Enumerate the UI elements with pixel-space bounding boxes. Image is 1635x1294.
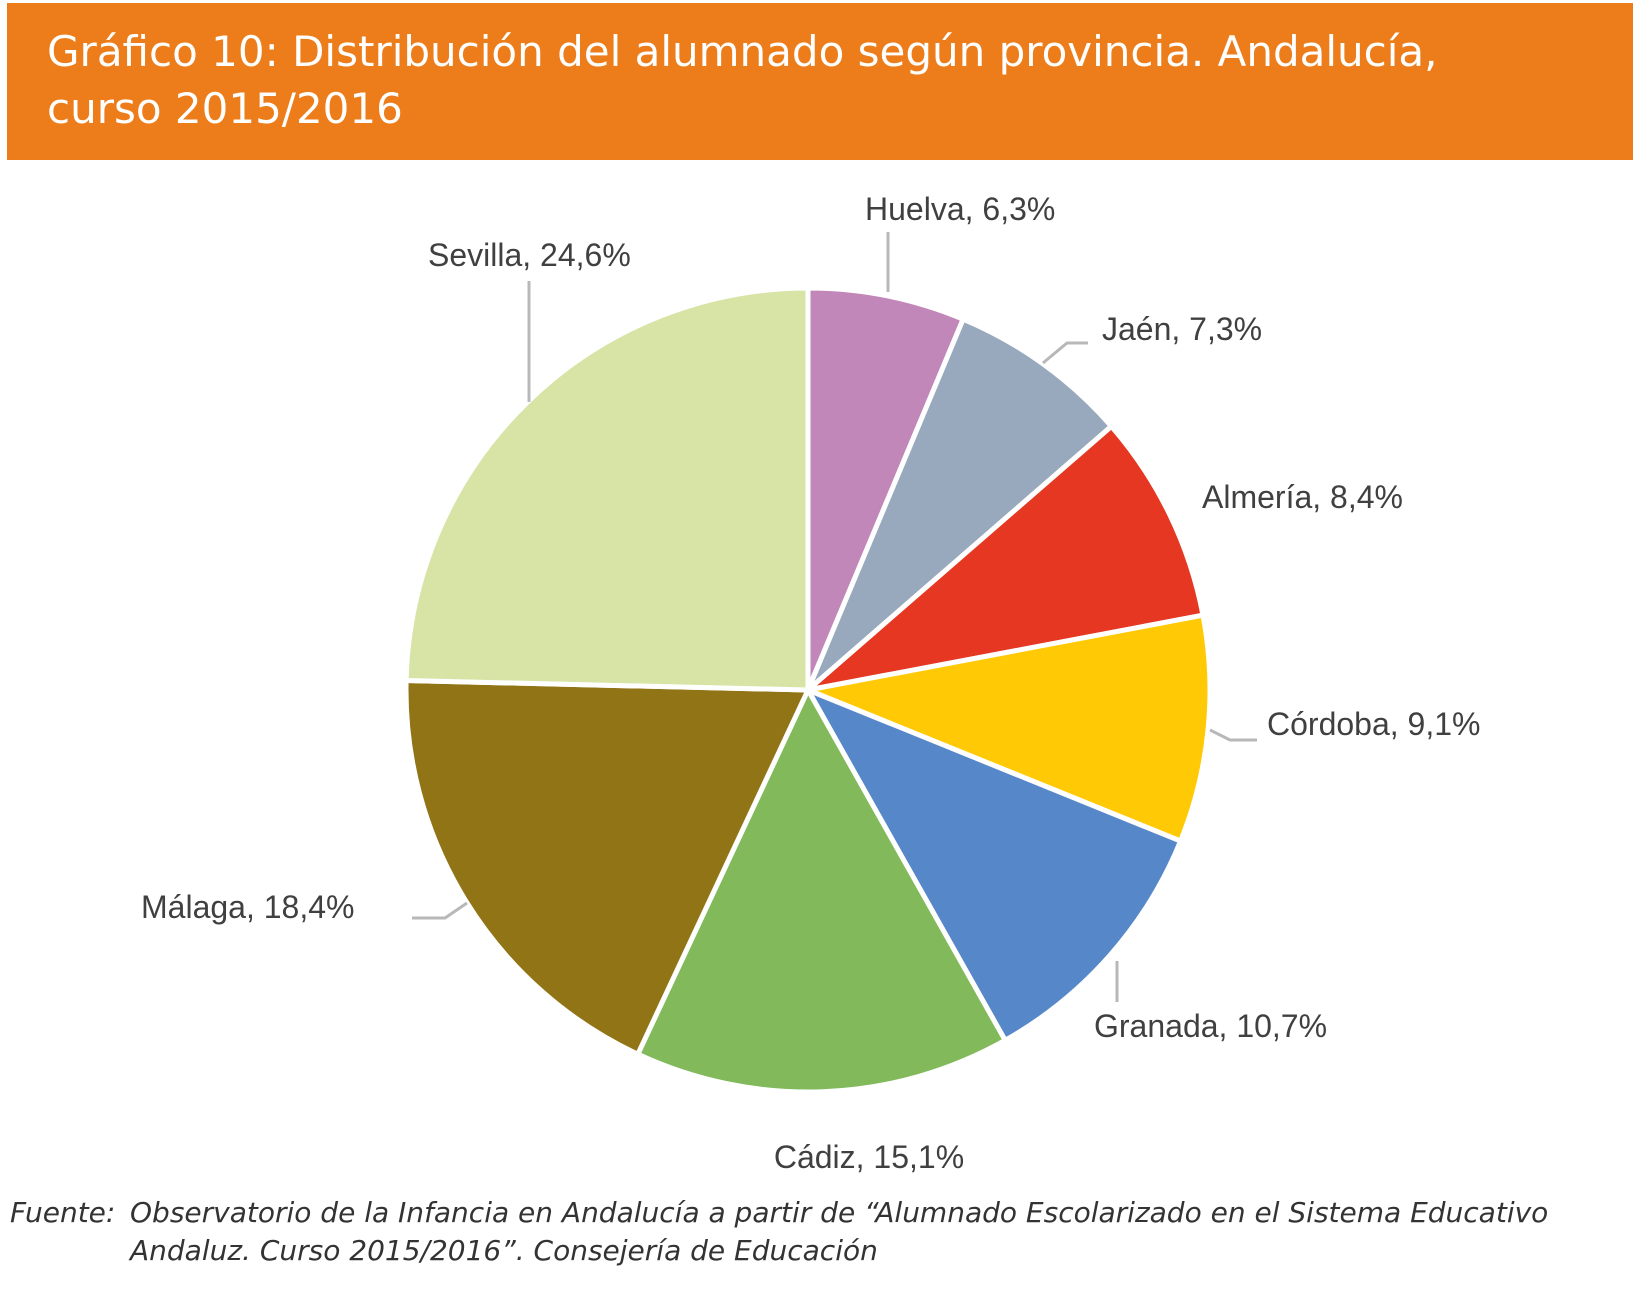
data-label-huelva: Huelva, 6,3% [865,191,1055,227]
pie-slice-jaen [805,316,1114,693]
chart-title-line-1: Gráfico 10: Distribución del alumnado se… [47,27,1438,76]
pie-slice-granada [805,687,1184,1043]
chart-title-line-2: curso 2015/2016 [47,84,403,133]
pie-slice-sevilla [403,285,811,693]
leader-line-malaga [412,901,468,920]
chart-header: Gráfico 10: Distribución del alumnado se… [7,3,1633,160]
data-label-jaen: Jaén, 7,3% [1102,311,1262,347]
source-line-1: Observatorio de la Infancia en Andalucía… [130,1196,1549,1229]
pie-slice-cadiz [635,687,1008,1095]
pie-chart: Huelva, 6,3% Jaén, 7,3% Almería, 8,4% Córdo… [141,191,1480,1175]
leader-line-jaen [1042,341,1088,365]
data-label-almeria: Almería, 8,4% [1202,479,1403,515]
source-line-2: Andaluz. Curso 2015/2016”. Consejería de… [130,1234,878,1267]
pie-slice-almeria [805,423,1206,693]
pie-slice-huelva [805,285,966,693]
data-label-malaga: Málaga, 18,4% [141,889,354,925]
leader-line-cordoba [1209,728,1257,742]
data-label-cadiz: Cádiz, 15,1% [774,1139,964,1175]
data-label-granada: Granada, 10,7% [1094,1008,1327,1044]
data-label-sevilla: Sevilla, 24,6% [428,237,631,273]
source-label: Fuente: [10,1196,116,1229]
data-label-cordoba: Córdoba, 9,1% [1267,706,1480,742]
pie-slice-cordoba [805,612,1213,844]
pie-slice-malaga [403,678,811,1057]
